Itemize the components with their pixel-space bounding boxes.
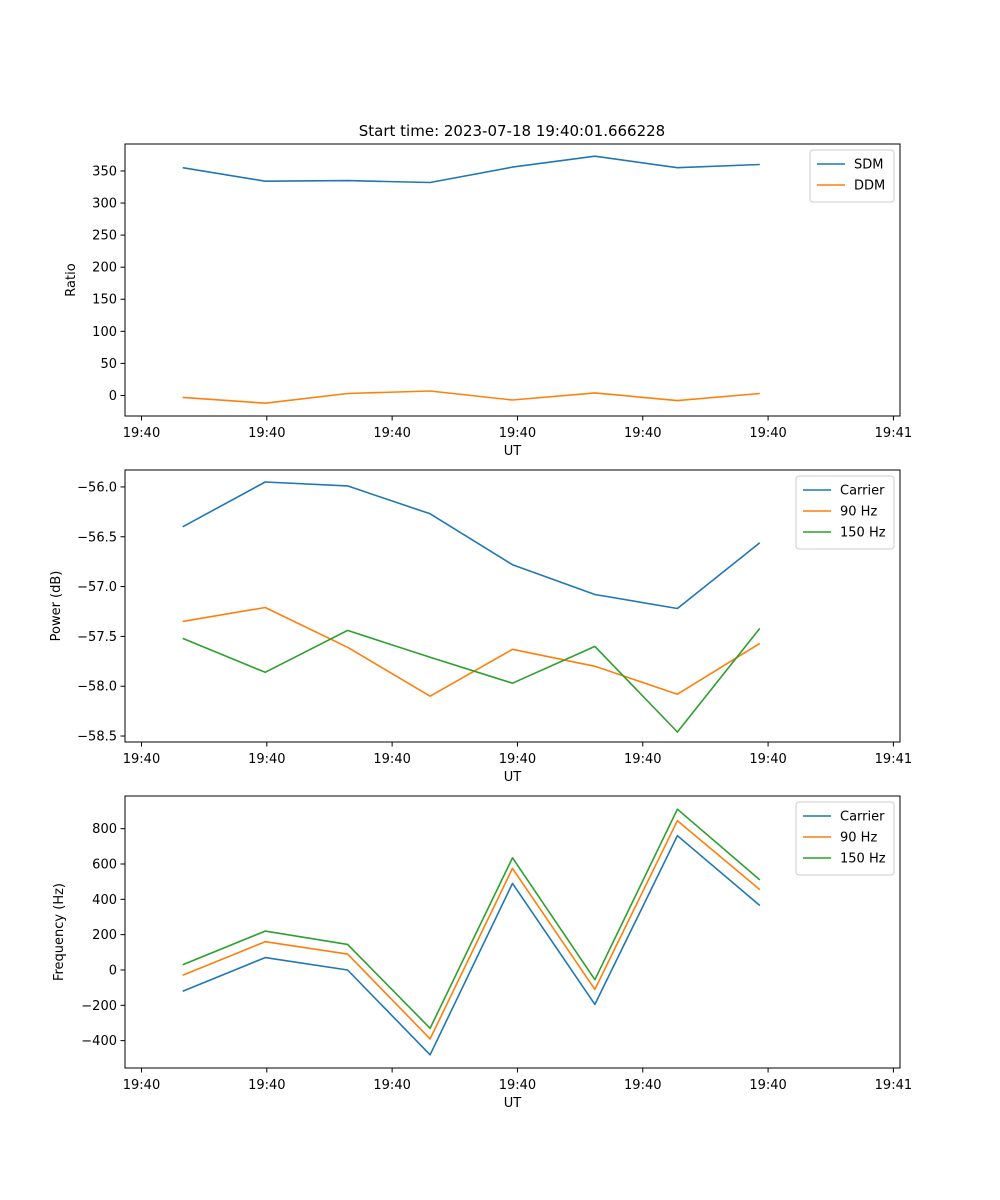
x-tick-label: 19:41 [875,426,912,441]
legend: Carrier 90 Hz 150 Hz [795,475,895,550]
axes-frame [124,469,901,743]
x-axis-label: UT [504,1096,522,1111]
y-axis-label: Power (dB) [49,571,64,642]
y-axis-label: Frequency (Hz) [52,883,67,981]
x-tick-label: 19:40 [123,752,160,767]
axes-frame [124,795,901,1069]
x-tick-label: 19:40 [749,426,786,441]
x-tick-label: 19:40 [373,1078,410,1093]
legend-label: Carrier [840,810,885,825]
y-tick-label: −400 [81,1034,117,1049]
y-tick-label: −56.0 [77,480,117,495]
legend: Carrier 90 Hz 150 Hz [795,801,895,876]
x-axis-label: UT [504,770,522,785]
series-line-carrier [182,834,761,1056]
legend-label: 90 Hz [840,505,877,520]
x-tick-label: 19:40 [248,426,285,441]
legend-label: DDM [854,179,885,194]
series-line-carrier [182,481,761,610]
x-tick-label: 19:41 [875,752,912,767]
series-line-ddm [182,390,760,405]
legend-label: SDM [854,158,883,173]
x-tick-label: 19:40 [373,752,410,767]
x-tick-label: 19:40 [624,1078,661,1093]
y-tick-label: −57.5 [77,630,117,645]
figure-title: Start time: 2023-07-18 19:40:01.666228 [359,122,665,140]
series-line-sdm [182,155,760,184]
x-tick-label: 19:40 [749,1078,786,1093]
y-axis-label: Ratio [64,263,79,296]
series-line-90-hz [182,606,761,698]
x-tick-label: 19:40 [499,1078,536,1093]
chart-panel-2: 19:40 19:40 19:40 19:40 19:40 19:40 19:41 −58.5… [49,469,912,785]
y-tick-label: 400 [92,893,117,908]
legend-label: 90 Hz [840,831,877,846]
y-tick-label: −58.5 [77,730,117,745]
x-tick-label: 19:40 [499,752,536,767]
x-tick-label: 19:40 [248,1078,285,1093]
x-tick-label: 19:40 [624,426,661,441]
y-tick-label: −58.0 [77,680,117,695]
y-tick-label: −56.5 [77,530,117,545]
y-tick-label: 100 [92,325,117,340]
series-line-90-hz [182,819,761,1040]
legend: SDM DDM [809,149,895,203]
y-tick-label: 200 [92,261,117,276]
chart-panel-1: 19:40 19:40 19:40 19:40 19:40 19:40 19:41 0 50 10… [64,143,912,459]
x-axis-label: UT [504,444,522,459]
legend-box [809,149,895,203]
series-line-150-hz [182,627,761,733]
x-tick-label: 19:40 [373,426,410,441]
x-tick-label: 19:40 [248,752,285,767]
y-tick-label: 0 [109,963,117,978]
axes-frame [124,143,901,417]
y-tick-label: 0 [109,389,117,404]
y-tick-label: 50 [100,357,117,372]
x-tick-label: 19:40 [749,752,786,767]
x-tick-label: 19:41 [875,1078,912,1093]
y-tick-label: 600 [92,858,117,873]
legend-box [795,801,895,876]
series-line-150-hz [182,808,761,1030]
y-tick-label: 150 [92,293,117,308]
y-tick-label: 800 [92,822,117,837]
y-tick-label: −200 [81,999,117,1014]
y-tick-label: 200 [92,928,117,943]
legend-label: Carrier [840,484,885,499]
legend-label: 150 Hz [840,526,886,541]
charts: 19:40 19:40 19:40 19:40 19:40 19:40 19:41 0 50 10… [49,143,912,1111]
y-tick-label: 300 [92,197,117,212]
legend-label: 150 Hz [840,852,886,867]
y-tick-label: −57.0 [77,580,117,595]
x-tick-label: 19:40 [624,752,661,767]
x-tick-label: 19:40 [123,1078,160,1093]
chart-panel-3: 19:40 19:40 19:40 19:40 19:40 19:40 19:41 −400 −… [52,795,912,1111]
x-tick-label: 19:40 [123,426,160,441]
legend-box [795,475,895,550]
x-tick-label: 19:40 [499,426,536,441]
y-tick-label: 350 [92,164,117,179]
y-tick-label: 250 [92,229,117,244]
